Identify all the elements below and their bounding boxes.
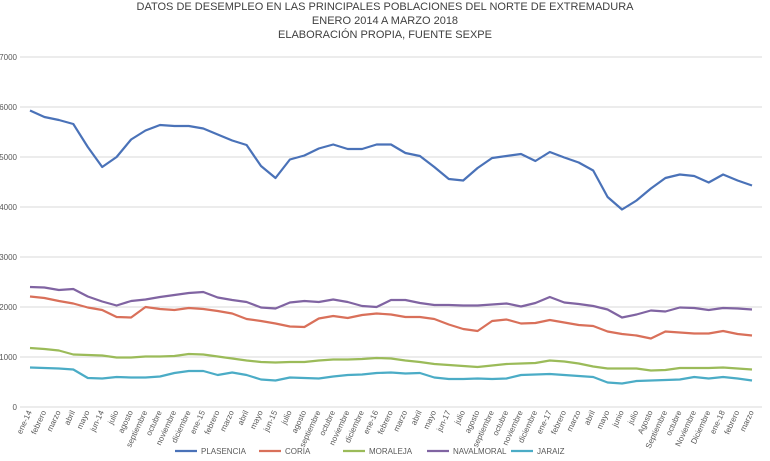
y-tick-label: 5000 (0, 153, 18, 162)
x-tick-label: abril (582, 409, 597, 427)
chart-subtitle: ENERO 2014 A MARZO 2018 (312, 15, 458, 27)
y-tick-label: 7000 (0, 53, 18, 62)
y-tick-label: 4000 (0, 203, 18, 212)
legend-label: MORALEJA (369, 447, 413, 456)
x-tick-label: marzo (565, 409, 583, 433)
legend-label: NAVALMORAL (453, 447, 507, 456)
legend-label: PLASENCIA (201, 447, 247, 456)
y-tick-label: 3000 (0, 253, 18, 262)
y-tick-label: 1000 (0, 353, 18, 362)
x-tick-label: marzo (218, 409, 236, 433)
x-tick-label: marzo (45, 409, 63, 433)
x-tick-label: julio (279, 409, 294, 427)
x-tick-label: jun-14 (88, 409, 106, 434)
series-line (29, 366, 753, 385)
x-tick-label: abril (63, 409, 78, 427)
legend-label: JARAIZ (537, 447, 565, 456)
x-tick-label: julio (626, 409, 641, 427)
x-tick-label: julio (452, 409, 467, 427)
y-tick-label: 0 (13, 403, 18, 412)
series-line (29, 285, 753, 319)
legend-label: CORIA (285, 447, 311, 456)
y-tick-label: 2000 (0, 303, 18, 312)
x-tick-label: jun-15 (261, 409, 279, 434)
x-tick-label: abril (409, 409, 424, 427)
x-tick-label: mayo (595, 409, 612, 431)
x-tick-label: julio (106, 409, 121, 427)
series-line (29, 295, 753, 340)
x-tick-label: marzo (392, 409, 410, 433)
chart-subtitle: ELABORACIÓN PROPIA, FUENTE SEXPE (278, 28, 492, 41)
series-line (29, 109, 753, 211)
chart-title: DATOS DE DESEMPLEO EN LAS PRINCIPALES PO… (137, 1, 635, 13)
x-tick-label: marzo (738, 409, 756, 433)
x-tick-label: abril (236, 409, 251, 427)
x-tick-label: jun-17 (435, 409, 453, 434)
y-tick-label: 6000 (0, 103, 18, 112)
series-line (29, 346, 753, 372)
x-tick-label: junio (610, 409, 626, 430)
